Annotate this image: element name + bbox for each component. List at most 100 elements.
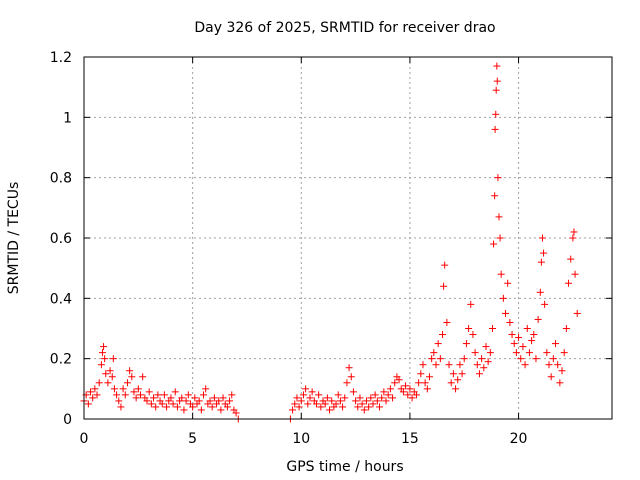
data-point	[326, 406, 334, 414]
data-point	[299, 391, 307, 399]
data-point	[173, 403, 181, 411]
data-point	[517, 355, 525, 363]
data-point	[408, 394, 416, 402]
data-point	[423, 385, 431, 393]
data-point	[371, 391, 379, 399]
data-point	[336, 397, 344, 405]
x-tick-label: 10	[292, 431, 310, 447]
x-tick-label: 5	[188, 431, 197, 447]
data-point	[195, 397, 203, 405]
data-point	[171, 388, 179, 396]
data-point	[552, 340, 560, 348]
data-point	[515, 334, 523, 342]
data-point	[554, 361, 562, 369]
data-point	[565, 279, 573, 287]
data-point	[119, 385, 127, 393]
data-point	[210, 394, 218, 402]
data-point	[382, 397, 390, 405]
data-point	[536, 288, 544, 296]
data-point	[178, 394, 186, 402]
data-point	[369, 400, 377, 408]
data-point	[493, 77, 501, 85]
data-point	[89, 394, 97, 402]
data-point	[109, 355, 117, 363]
x-tick-label: 15	[401, 431, 419, 447]
data-point	[128, 373, 136, 381]
data-point	[91, 385, 99, 393]
data-point	[339, 403, 347, 411]
axis-ticks	[83, 56, 612, 420]
data-point	[180, 406, 188, 414]
data-point	[315, 391, 323, 399]
data-point	[356, 394, 364, 402]
data-point	[471, 349, 479, 357]
data-point	[223, 403, 231, 411]
data-point	[421, 379, 429, 387]
x-tick-label: 0	[80, 431, 89, 447]
data-point	[134, 385, 142, 393]
data-point	[545, 361, 553, 369]
data-point	[104, 379, 112, 387]
data-point	[145, 388, 153, 396]
data-point	[341, 394, 349, 402]
data-point	[347, 373, 355, 381]
y-tick-label: 0	[63, 412, 72, 428]
data-point	[332, 400, 340, 408]
y-tick-label: 0.6	[50, 231, 72, 247]
data-point	[404, 391, 412, 399]
data-point	[490, 240, 498, 248]
data-point	[497, 270, 505, 278]
data-point	[496, 234, 504, 242]
data-point	[541, 300, 549, 308]
data-point	[532, 355, 540, 363]
data-point	[512, 349, 520, 357]
grid-lines	[84, 57, 612, 419]
y-tick-labels: 0 0.2 0.4 0.6 0.8 1 1.2	[50, 50, 72, 428]
data-point	[191, 394, 199, 402]
data-point	[506, 318, 514, 326]
data-point	[492, 110, 500, 118]
data-point	[136, 391, 144, 399]
data-point	[547, 373, 555, 381]
data-point	[523, 325, 531, 332]
data-point	[101, 355, 109, 363]
data-point	[525, 349, 533, 357]
data-point	[440, 282, 448, 290]
data-point	[556, 379, 564, 387]
data-point	[402, 382, 410, 390]
chart-title: Day 326 of 2025, SRMTID for receiver dra…	[194, 20, 495, 36]
data-point	[226, 397, 234, 405]
data-point	[567, 255, 575, 263]
data-point	[549, 355, 557, 363]
data-point	[376, 403, 384, 411]
data-point	[492, 86, 500, 94]
data-points	[80, 62, 581, 423]
data-point	[571, 270, 579, 278]
data-point	[312, 400, 320, 408]
data-point	[200, 391, 208, 399]
data-point	[495, 213, 503, 221]
plot-frame	[83, 56, 613, 420]
data-point	[406, 385, 414, 393]
data-point	[87, 388, 95, 396]
data-point	[434, 340, 442, 348]
data-point	[354, 403, 362, 411]
data-point	[467, 300, 475, 308]
data-point	[197, 406, 205, 414]
data-point	[389, 394, 397, 402]
data-point	[528, 337, 536, 345]
data-point	[573, 309, 581, 317]
data-point	[163, 403, 171, 411]
data-point	[562, 325, 570, 332]
data-point	[110, 385, 118, 393]
data-point	[475, 370, 483, 378]
x-axis-title: GPS time / hours	[286, 459, 403, 475]
data-point	[543, 349, 551, 357]
data-point	[452, 385, 460, 393]
data-point	[182, 397, 190, 405]
data-point	[395, 376, 403, 384]
y-tick-label: 1.2	[50, 50, 72, 66]
data-point	[158, 400, 166, 408]
data-point	[169, 400, 177, 408]
data-point	[439, 331, 447, 339]
